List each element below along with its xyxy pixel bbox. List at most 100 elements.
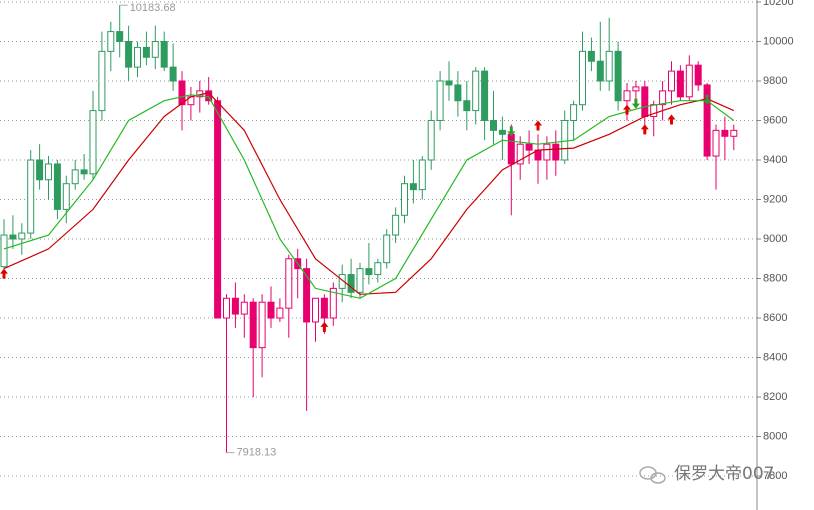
candle-body (9, 234, 17, 240)
y-tick-label: 9000 (763, 233, 787, 245)
plot: 7800 8000 8200 8400 8600 8800 9000 9200 9400 9600… (0, 0, 794, 482)
buy-signal (320, 321, 329, 332)
y-tick-label: 8400 (763, 351, 787, 363)
candle-body (365, 268, 373, 276)
candle-body (392, 214, 400, 236)
candle-body (258, 301, 266, 349)
candle-body (125, 40, 133, 68)
candle-body (169, 66, 177, 82)
candle-body (142, 46, 150, 58)
candle-body (338, 274, 346, 289)
y-tick-label: 9200 (763, 193, 787, 205)
candle-body (614, 50, 622, 102)
candle-body (151, 40, 159, 58)
candle-body (409, 183, 417, 191)
candle-body (383, 234, 391, 264)
y-tick-label: 7800 (763, 470, 787, 482)
candle-body (445, 80, 453, 86)
candle-body (178, 80, 186, 106)
y-tick-label: 10000 (763, 35, 794, 47)
y-tick-label: 8800 (763, 272, 787, 284)
candle-body (107, 31, 115, 52)
candle-body (694, 64, 702, 86)
candle-body (427, 119, 435, 161)
candle-body (703, 84, 711, 157)
candle-body (18, 232, 26, 240)
candle-body (53, 163, 61, 210)
candle-body (587, 50, 595, 62)
y-tick-label: 9600 (763, 114, 787, 126)
candle-body (71, 169, 79, 185)
low-annotation: 7918.13 (237, 447, 277, 459)
candle-body (490, 119, 497, 131)
candle-body (329, 287, 337, 319)
candle-body (676, 70, 684, 98)
candle-body (89, 110, 97, 175)
candle-body (463, 100, 471, 112)
candle-body (721, 129, 729, 137)
candle-body (374, 262, 382, 276)
candle-body (712, 129, 720, 157)
watermark: 保罗大帝007 (674, 464, 774, 484)
candle-body (730, 129, 738, 137)
candle-body (436, 80, 444, 121)
candle-body (214, 100, 222, 319)
buy-signal (623, 104, 631, 115)
buy-signal (534, 120, 542, 131)
candle-body (543, 143, 551, 161)
candle-body (285, 258, 293, 309)
candle-body (561, 119, 569, 161)
candle-body (570, 104, 578, 121)
candle-body (401, 183, 408, 216)
candle-body (498, 129, 506, 135)
candle-body (134, 46, 141, 68)
buy-signal (640, 124, 649, 135)
candle-body (605, 50, 613, 82)
candle-body (472, 70, 480, 112)
y-tick-label: 8200 (763, 391, 787, 403)
candle-body (62, 183, 70, 210)
y-tick-label: 10200 (763, 0, 794, 8)
candle-body (116, 31, 124, 42)
candle-body (668, 70, 675, 92)
candle-body (98, 50, 106, 112)
candle-body (525, 143, 533, 151)
y-tick-label: 8000 (763, 430, 787, 442)
candle-body (347, 274, 355, 293)
candle-body (231, 297, 239, 315)
sell-signal (631, 98, 640, 109)
candle-body (685, 64, 693, 98)
moving-average (3, 92, 735, 295)
candle-body (659, 90, 667, 106)
candle-body (454, 84, 462, 102)
watermark-icon (639, 466, 666, 484)
candle-body (249, 301, 257, 349)
candle-body (36, 159, 44, 181)
candle-body (507, 133, 515, 165)
buy-signal (0, 268, 8, 279)
candle-body (579, 50, 586, 106)
candle-body (80, 169, 88, 175)
candle-body (356, 268, 364, 293)
candle-body (45, 163, 52, 181)
candle-body (552, 143, 560, 161)
candle-body (27, 159, 35, 234)
candle-body (312, 297, 319, 323)
candle-body (240, 301, 248, 315)
candle-body (303, 268, 311, 323)
candle-body (418, 159, 426, 191)
sell-signal (703, 94, 712, 105)
sell-signal (507, 126, 516, 137)
candle-body (267, 301, 275, 319)
candle-body (320, 297, 328, 319)
candle-body (596, 60, 604, 82)
high-annotation: 10183.68 (130, 2, 176, 14)
candle-body (641, 86, 649, 118)
y-tick-label: 9800 (763, 75, 787, 87)
candle-body (0, 234, 8, 268)
candle-body (516, 143, 524, 165)
candle-body (623, 90, 631, 102)
candle-body (276, 307, 284, 319)
y-tick-label: 8600 (763, 312, 787, 324)
